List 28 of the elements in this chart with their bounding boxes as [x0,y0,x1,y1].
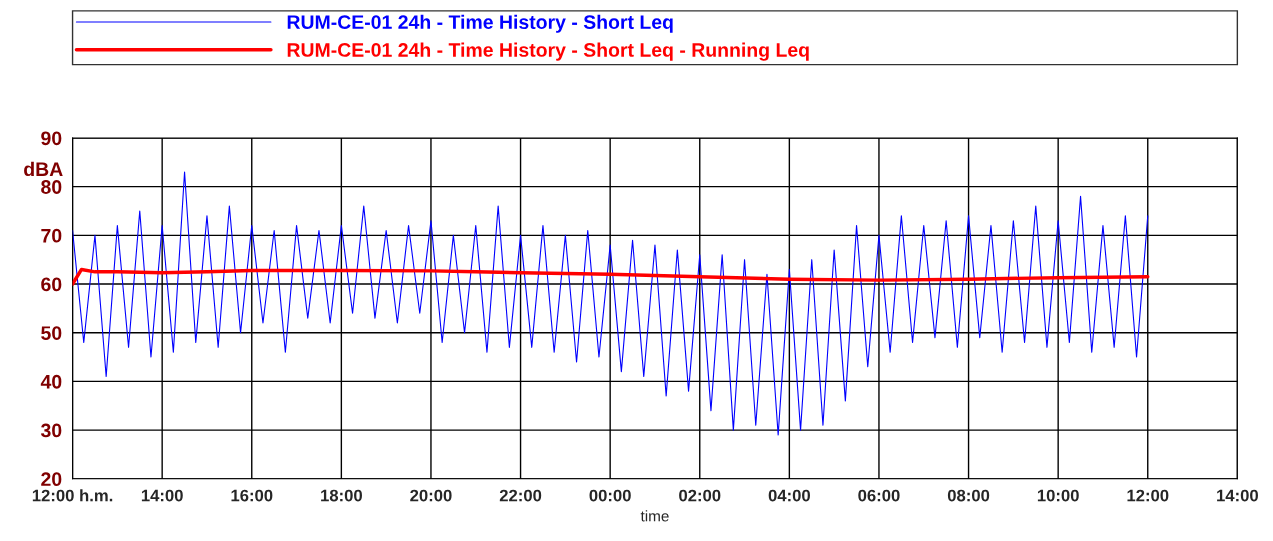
x-tick-label: 12:00 [1127,489,1169,502]
line-series [72,171,1149,436]
x-tick-label: 10:00 [1037,489,1079,502]
y-tick-label: 30 [40,423,62,438]
x-tick-label: 14:00 [1217,489,1258,502]
x-tick-label: 00:00 [589,489,631,502]
y-tick-label: 60 [41,277,62,292]
y-tick-label: 90 [41,131,62,146]
line-series [72,267,1150,286]
y-tick-label: 70 [41,228,62,243]
y-tick-label: 20 [41,472,62,487]
x-tick-label: 02:00 [679,489,721,502]
y-axis-title: dBA [24,161,63,177]
x-tick-label: 20:00 [410,489,452,502]
y-tick-label: 80 [41,180,62,194]
x-tick-label: 14:00 [141,489,183,502]
y-tick-label: 50 [41,326,62,340]
x-tick-label: 12:00 h.m. [32,489,113,502]
x-tick-label: 18:00 [321,489,362,502]
y-tick-label: 40 [40,374,62,389]
x-axis-title: time [640,510,669,522]
x-tick-label: 08:00 [947,489,990,502]
x-tick-label: 16:00 [231,489,273,502]
x-tick-label: 04:00 [768,489,810,502]
x-tick-label: 22:00 [499,489,542,502]
x-tick-label: 06:00 [858,489,900,502]
text: RUM-CE-01 24h - Time History - Short Leq - Running Leq [287,42,809,61]
text: RUM-CE-01 24h - Time History - Short Leq [287,14,673,33]
